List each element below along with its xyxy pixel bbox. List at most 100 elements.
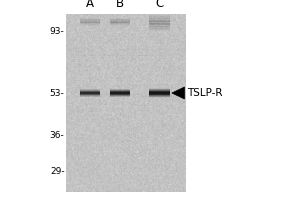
Text: 36-: 36- (50, 132, 64, 140)
Bar (110, 25, 130, 26)
Bar (110, 18, 130, 19)
Bar (110, 92, 130, 93)
Bar (148, 90, 170, 91)
Bar (80, 94, 100, 95)
Bar (80, 19, 100, 20)
Bar (110, 18, 130, 19)
Bar (110, 93, 130, 94)
Bar (148, 93, 170, 94)
Bar (80, 19, 100, 20)
Bar (148, 15, 170, 16)
Bar (148, 94, 170, 95)
Bar (110, 22, 130, 23)
Bar (110, 17, 130, 18)
Bar (148, 29, 170, 30)
Polygon shape (172, 87, 184, 99)
Bar (148, 28, 170, 29)
Bar (110, 25, 130, 26)
Bar (148, 92, 170, 93)
Bar (110, 91, 130, 92)
Bar (80, 94, 100, 95)
Bar (148, 20, 170, 21)
Bar (110, 94, 130, 95)
Bar (148, 27, 170, 28)
Text: 93-: 93- (50, 26, 64, 36)
Bar (80, 23, 100, 24)
Bar (148, 96, 170, 97)
Bar (110, 19, 130, 20)
Text: C: C (155, 0, 163, 10)
Bar (148, 19, 170, 20)
Bar (110, 89, 130, 90)
Bar (148, 13, 170, 14)
Bar (110, 95, 130, 96)
Bar (148, 90, 170, 91)
Bar (148, 15, 170, 16)
Bar (80, 20, 100, 21)
Bar (80, 89, 100, 90)
Bar (110, 19, 130, 20)
Bar (148, 22, 170, 23)
Bar (110, 89, 130, 90)
Bar (148, 18, 170, 19)
Bar (80, 89, 100, 90)
Bar (148, 89, 170, 90)
Text: 53-: 53- (50, 88, 64, 98)
Bar (80, 23, 100, 24)
Bar (148, 21, 170, 22)
Bar (148, 24, 170, 25)
Bar (148, 95, 170, 96)
Bar (80, 93, 100, 94)
Bar (80, 21, 100, 22)
Bar (110, 24, 130, 25)
Bar (80, 18, 100, 19)
Bar (148, 89, 170, 90)
Bar (80, 22, 100, 23)
Bar (148, 28, 170, 29)
Bar (110, 90, 130, 91)
Bar (80, 22, 100, 23)
Bar (80, 96, 100, 97)
Bar (148, 26, 170, 27)
Text: 29-: 29- (50, 168, 64, 176)
Bar (148, 29, 170, 30)
Bar (110, 92, 130, 93)
Bar (110, 90, 130, 91)
Bar (148, 16, 170, 17)
Bar (80, 25, 100, 26)
Bar (110, 22, 130, 23)
Bar (148, 91, 170, 92)
Bar (110, 21, 130, 22)
Bar (80, 25, 100, 26)
Text: TSLP-R: TSLP-R (188, 88, 223, 98)
Bar (148, 91, 170, 92)
Bar (110, 25, 130, 26)
Bar (148, 14, 170, 15)
Bar (80, 18, 100, 19)
Bar (80, 95, 100, 96)
Bar (148, 96, 170, 97)
Bar (148, 24, 170, 25)
Bar (80, 21, 100, 22)
Bar (148, 95, 170, 96)
Bar (148, 21, 170, 22)
Bar (148, 93, 170, 94)
Bar (80, 24, 100, 25)
Bar (148, 25, 170, 26)
Bar (80, 22, 100, 23)
Bar (148, 23, 170, 24)
Bar (110, 91, 130, 92)
Bar (110, 95, 130, 96)
Bar (148, 94, 170, 95)
Bar (148, 20, 170, 21)
Bar (148, 26, 170, 27)
Bar (110, 96, 130, 97)
Bar (80, 24, 100, 25)
Bar (80, 92, 100, 93)
Bar (80, 19, 100, 20)
Bar (148, 18, 170, 19)
Bar (110, 24, 130, 25)
Bar (148, 30, 170, 31)
Bar (148, 31, 170, 32)
Bar (110, 23, 130, 24)
